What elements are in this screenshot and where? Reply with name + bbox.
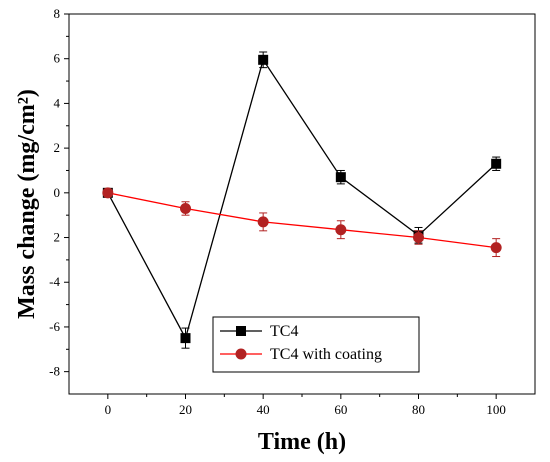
y-tick-label: 0 <box>54 185 61 200</box>
data-point <box>258 54 269 65</box>
x-axis-ticks: 0 20 40 60 80 100 <box>105 394 506 417</box>
legend-marker <box>236 326 246 336</box>
x-tick-label: 100 <box>486 402 506 417</box>
y-tick-label: -6 <box>49 319 60 334</box>
legend-label: TC4 <box>270 323 298 340</box>
data-point <box>102 187 114 199</box>
y-tick-label: 2 <box>54 230 61 245</box>
y-axis-ticks: -8 -6 -4 2 0 2 4 6 8 <box>49 6 69 379</box>
x-tick-label: 0 <box>105 402 112 417</box>
y-tick-label: 6 <box>54 51 61 66</box>
data-point <box>491 158 502 169</box>
data-point <box>257 216 269 228</box>
data-point <box>335 172 346 183</box>
series-line <box>107 192 497 249</box>
legend-entry: TC4 <box>220 323 298 340</box>
series-layer <box>102 51 502 349</box>
y-axis-title: Mass change (mg/cm²) <box>14 89 40 319</box>
data-point <box>335 224 347 236</box>
series-tc4-with-coating <box>102 187 502 258</box>
y-tick-label: -4 <box>49 274 60 289</box>
x-tick-label: 40 <box>257 402 270 417</box>
data-point <box>180 333 191 344</box>
data-point <box>490 242 502 254</box>
x-tick-label: 60 <box>334 402 347 417</box>
legend-label: TC4 with coating <box>270 346 382 363</box>
x-tick-label: 20 <box>179 402 192 417</box>
series-line <box>107 58 497 340</box>
y-tick-label: 2 <box>54 140 61 155</box>
series-tc4 <box>102 51 502 349</box>
x-tick-label: 80 <box>412 402 425 417</box>
legend-entry: TC4 with coating <box>220 346 382 363</box>
y-tick-label: 8 <box>54 6 61 21</box>
data-point <box>180 202 191 214</box>
legend-marker <box>235 348 247 360</box>
y-tick-label: 4 <box>54 95 61 110</box>
legend: TC4 TC4 with coating <box>212 316 420 373</box>
y-tick-label: -8 <box>49 364 60 379</box>
legend-box <box>212 316 420 373</box>
x-axis-title: Time (h) <box>258 429 346 455</box>
data-point <box>413 232 424 244</box>
